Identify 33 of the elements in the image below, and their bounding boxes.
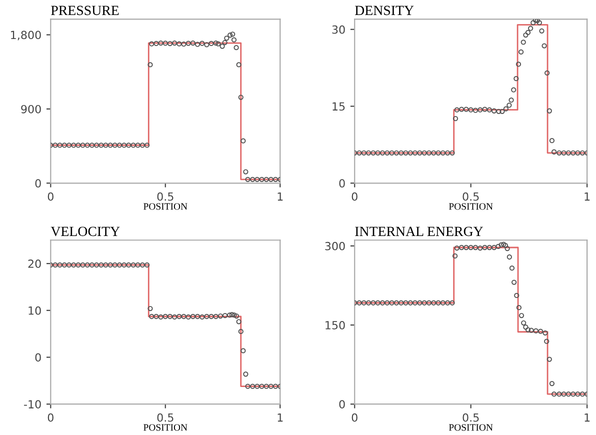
x-tick-label: 0: [48, 413, 54, 422]
y-tick-label: 0: [35, 353, 41, 362]
y-tick-label: 300: [325, 242, 345, 250]
y-tick-label: 150: [326, 320, 345, 330]
x-tick-label: 0.5: [462, 192, 479, 201]
x-tick-label: 1: [584, 413, 590, 422]
chart-title: PRESSURE: [51, 6, 119, 16]
y-tick-label: -10: [24, 400, 41, 408]
y-tick-label: 20: [28, 260, 41, 268]
x-tick-label: 0: [352, 413, 358, 422]
chart-title: DENSITY: [355, 6, 414, 16]
y-tick-label: 10: [28, 306, 41, 315]
x-axis-title: POSITION: [144, 424, 188, 431]
y-tick-label: 15: [332, 102, 345, 111]
x-tick-label: 1: [584, 192, 590, 201]
y-tick-label: 900: [21, 104, 41, 114]
y-tick-label: 0: [339, 400, 345, 408]
x-tick-label: 1: [278, 413, 283, 422]
x-axis-title: POSITION: [448, 424, 493, 431]
y-tick-label: 30: [332, 25, 345, 34]
chart-title: INTERNAL ENERGY: [355, 226, 483, 236]
x-tick-label: 0.5: [462, 413, 479, 422]
y-tick-label: 0: [35, 179, 41, 188]
y-tick-label: 0: [339, 179, 345, 188]
x-tick-label: 1: [278, 192, 283, 201]
x-axis-title: POSITION: [448, 203, 493, 210]
x-tick-label: 0.5: [157, 413, 174, 422]
y-tick-label: 1,800: [11, 30, 41, 40]
x-tick-label: 0: [48, 192, 54, 201]
x-tick-label: 0: [352, 192, 358, 201]
chart-title: VELOCITY: [50, 226, 120, 236]
x-axis-title: POSITION: [144, 203, 188, 210]
x-tick-label: 0.5: [157, 192, 174, 201]
